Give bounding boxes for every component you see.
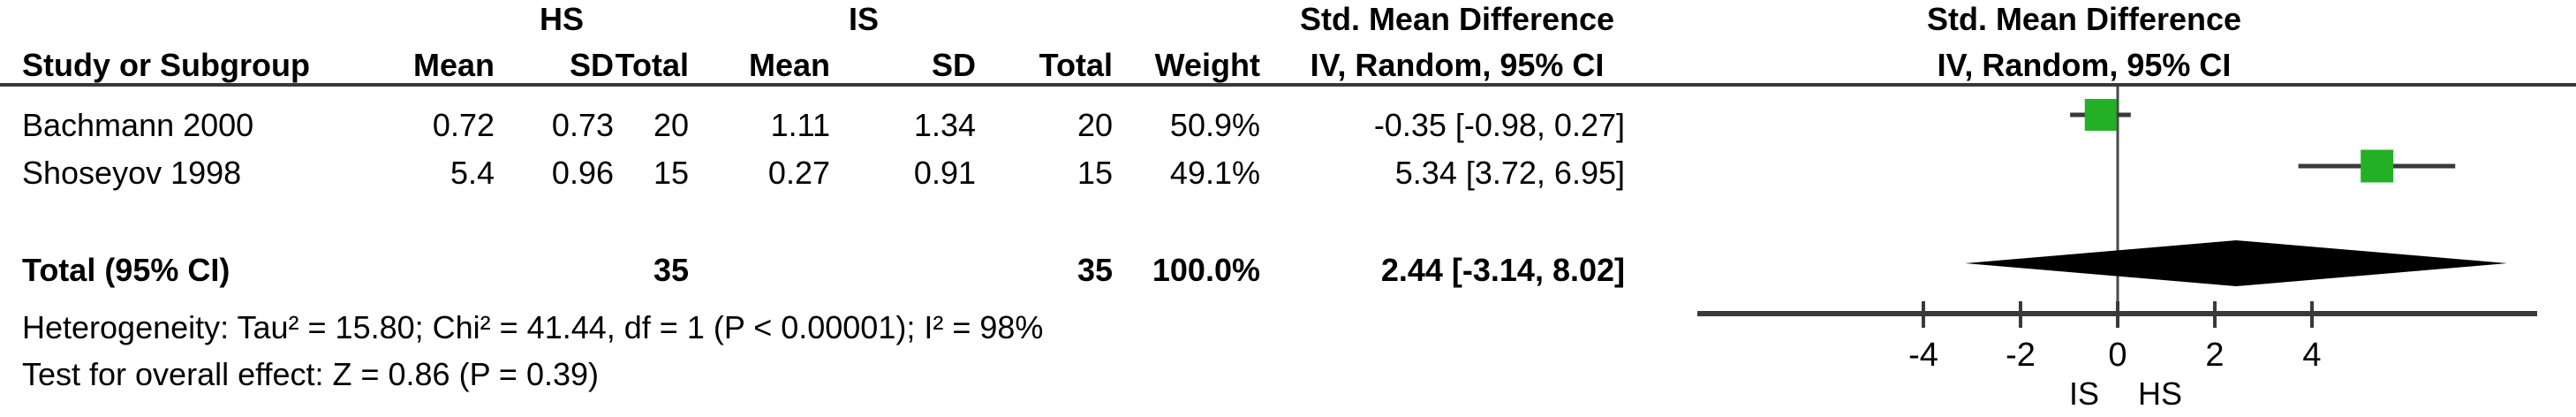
tick-label: 0 bbox=[2108, 337, 2127, 374]
axis-label-left: IS bbox=[2069, 375, 2099, 412]
is-total-sum: 35 bbox=[1076, 252, 1113, 288]
header-column-row: Study or Subgroup Mean SD Total Mean SD … bbox=[0, 48, 2576, 88]
tick-label: 4 bbox=[2302, 337, 2321, 374]
study-square bbox=[2084, 99, 2117, 131]
table-row: Bachmann 2000 0.72 0.73 20 1.11 1.34 20 … bbox=[0, 108, 2576, 148]
study-name: Bachmann 2000 bbox=[22, 107, 254, 143]
smd-ci-total: 2.44 [-3.14, 8.02] bbox=[1380, 252, 1625, 288]
is-mean: 1.11 bbox=[770, 107, 830, 143]
group-header-hs: HS bbox=[539, 1, 585, 37]
col-header-hs-mean: Mean bbox=[412, 47, 495, 83]
is-total: 15 bbox=[1076, 155, 1113, 191]
col-header-smd-ci: IV, Random, 95% CI bbox=[1310, 47, 1605, 83]
heterogeneity-row: Heterogeneity: Tau² = 15.80; Chi² = 41.4… bbox=[0, 310, 2576, 351]
table-row: Shoseyov 1998 5.4 0.96 15 0.27 0.91 15 4… bbox=[0, 155, 2576, 196]
study-name: Shoseyov 1998 bbox=[22, 155, 242, 191]
smd-ci-value: -0.35 [-0.98, 0.27] bbox=[1373, 107, 1625, 143]
col-header-is-sd: SD bbox=[931, 47, 976, 83]
hs-mean: 0.72 bbox=[432, 107, 495, 143]
weight-value: 50.9% bbox=[1169, 107, 1260, 143]
tick-label: -2 bbox=[2006, 337, 2036, 374]
overall-effect-text: Test for overall effect: Z = 0.86 (P = 0… bbox=[22, 356, 600, 392]
group-header-is: IS bbox=[848, 1, 880, 37]
hs-sd: 0.73 bbox=[551, 107, 614, 143]
total-row: Total (95% CI) 35 35 100.0% 2.44 [-3.14,… bbox=[0, 253, 2576, 293]
col-header-study: Study or Subgroup bbox=[22, 47, 310, 83]
smd-title-right: Std. Mean Difference bbox=[1926, 1, 2242, 37]
hs-total-sum: 35 bbox=[653, 252, 689, 288]
study-square bbox=[2361, 149, 2394, 183]
summary-diamond bbox=[1965, 240, 2508, 286]
col-header-weight: Weight bbox=[1154, 47, 1260, 83]
hs-total: 20 bbox=[653, 107, 689, 143]
col-header-is-total: Total bbox=[1039, 47, 1113, 83]
smd-ci-value: 5.34 [3.72, 6.95] bbox=[1394, 155, 1625, 191]
is-sd: 0.91 bbox=[913, 155, 976, 191]
axis-label-right: HS bbox=[2138, 375, 2182, 412]
is-mean: 0.27 bbox=[767, 155, 830, 191]
col-header-hs-sd: SD bbox=[569, 47, 614, 83]
header-group-row: HS IS Std. Mean Difference Std. Mean Dif… bbox=[0, 2, 2576, 42]
col-header-smd-ci-plot: IV, Random, 95% CI bbox=[1937, 47, 2232, 83]
tick-label: 2 bbox=[2205, 337, 2224, 374]
hs-total: 15 bbox=[653, 155, 689, 191]
hs-mean: 5.4 bbox=[449, 155, 495, 191]
weight-value: 49.1% bbox=[1169, 155, 1260, 191]
is-total: 20 bbox=[1076, 107, 1113, 143]
col-header-hs-total: Total bbox=[615, 47, 689, 83]
heterogeneity-text: Heterogeneity: Tau² = 15.80; Chi² = 41.4… bbox=[22, 309, 1044, 345]
header-divider bbox=[0, 83, 2576, 87]
weight-total: 100.0% bbox=[1152, 252, 1260, 288]
col-header-is-mean: Mean bbox=[748, 47, 830, 83]
overall-effect-row: Test for overall effect: Z = 0.86 (P = 0… bbox=[0, 357, 2576, 398]
tick-label: -4 bbox=[1908, 337, 1938, 374]
total-label: Total (95% CI) bbox=[22, 252, 230, 288]
is-sd: 1.34 bbox=[913, 107, 976, 143]
hs-sd: 0.96 bbox=[551, 155, 614, 191]
smd-title-left: Std. Mean Difference bbox=[1299, 1, 1615, 37]
